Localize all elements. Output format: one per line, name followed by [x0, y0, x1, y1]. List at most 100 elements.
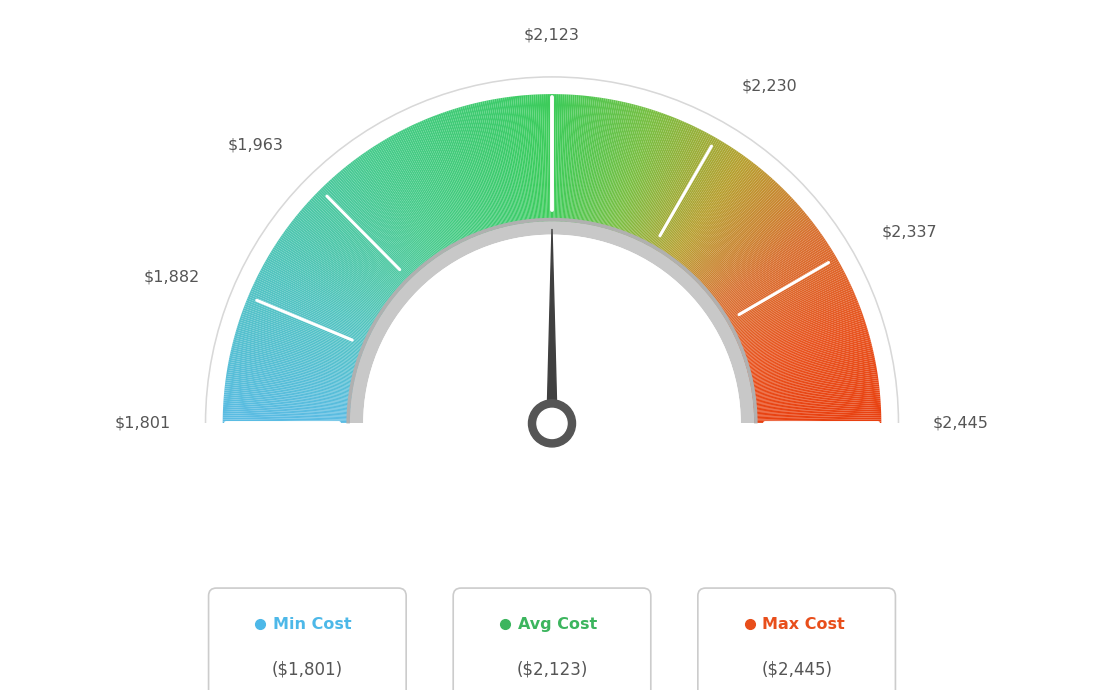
Wedge shape: [675, 162, 754, 265]
Wedge shape: [231, 348, 357, 378]
Wedge shape: [318, 190, 410, 282]
Wedge shape: [586, 99, 609, 226]
Wedge shape: [408, 126, 466, 243]
Wedge shape: [740, 308, 861, 354]
Wedge shape: [265, 259, 378, 324]
Wedge shape: [244, 304, 365, 352]
Wedge shape: [223, 405, 351, 413]
Wedge shape: [359, 156, 435, 261]
Wedge shape: [592, 101, 619, 227]
Wedge shape: [235, 331, 359, 368]
Wedge shape: [431, 117, 479, 237]
Wedge shape: [545, 94, 550, 223]
Wedge shape: [301, 209, 400, 293]
Wedge shape: [422, 120, 474, 239]
Wedge shape: [710, 220, 813, 300]
Wedge shape: [746, 339, 871, 373]
Wedge shape: [591, 100, 618, 227]
Wedge shape: [633, 122, 687, 240]
Wedge shape: [454, 108, 493, 232]
Wedge shape: [338, 172, 422, 271]
Wedge shape: [428, 117, 478, 237]
Wedge shape: [456, 108, 495, 231]
Wedge shape: [614, 110, 656, 233]
Wedge shape: [752, 388, 880, 403]
Wedge shape: [463, 106, 498, 230]
Wedge shape: [735, 290, 854, 344]
Wedge shape: [248, 295, 368, 346]
Wedge shape: [558, 95, 562, 223]
Wedge shape: [223, 415, 351, 420]
Wedge shape: [233, 342, 358, 375]
Wedge shape: [509, 97, 527, 224]
Wedge shape: [720, 244, 829, 315]
Wedge shape: [709, 217, 809, 298]
Wedge shape: [485, 101, 512, 227]
Wedge shape: [236, 330, 360, 367]
Wedge shape: [670, 157, 747, 262]
Wedge shape: [464, 106, 500, 230]
Wedge shape: [401, 130, 460, 245]
Wedge shape: [322, 186, 413, 279]
Wedge shape: [753, 417, 881, 421]
Wedge shape: [752, 401, 881, 411]
Wedge shape: [739, 300, 858, 350]
Wedge shape: [280, 235, 388, 310]
Wedge shape: [315, 193, 408, 284]
Wedge shape: [571, 95, 585, 224]
Wedge shape: [466, 105, 501, 230]
Wedge shape: [698, 197, 792, 286]
Wedge shape: [555, 94, 560, 223]
Wedge shape: [746, 344, 872, 376]
Wedge shape: [657, 143, 726, 253]
Wedge shape: [660, 146, 732, 255]
Wedge shape: [611, 108, 650, 232]
Wedge shape: [232, 346, 357, 377]
Wedge shape: [708, 215, 808, 297]
Wedge shape: [582, 98, 604, 225]
Wedge shape: [235, 333, 359, 370]
Wedge shape: [581, 97, 602, 225]
Wedge shape: [743, 319, 866, 362]
Wedge shape: [593, 101, 622, 227]
Wedge shape: [728, 263, 840, 326]
Wedge shape: [676, 164, 757, 266]
Wedge shape: [703, 207, 802, 293]
Wedge shape: [691, 186, 782, 279]
Wedge shape: [705, 212, 806, 295]
Wedge shape: [234, 337, 358, 373]
Wedge shape: [256, 277, 372, 335]
Wedge shape: [261, 268, 375, 330]
Wedge shape: [631, 121, 684, 239]
Wedge shape: [332, 177, 420, 274]
Wedge shape: [623, 115, 669, 236]
Wedge shape: [423, 119, 475, 239]
Wedge shape: [450, 110, 491, 233]
Wedge shape: [234, 335, 359, 371]
Wedge shape: [664, 150, 737, 257]
Wedge shape: [753, 405, 881, 413]
Wedge shape: [693, 189, 785, 282]
Wedge shape: [393, 134, 456, 248]
Wedge shape: [683, 174, 768, 272]
Wedge shape: [223, 409, 351, 416]
Wedge shape: [577, 97, 595, 224]
Wedge shape: [240, 317, 362, 360]
Wedge shape: [226, 374, 353, 395]
Wedge shape: [609, 108, 648, 231]
Wedge shape: [667, 153, 742, 259]
Wedge shape: [265, 261, 378, 326]
Wedge shape: [383, 140, 449, 251]
Wedge shape: [255, 279, 371, 337]
Wedge shape: [634, 123, 689, 241]
Wedge shape: [468, 104, 502, 229]
Wedge shape: [511, 97, 528, 224]
Wedge shape: [229, 357, 355, 384]
Wedge shape: [250, 290, 369, 344]
Wedge shape: [512, 96, 529, 224]
Wedge shape: [585, 99, 607, 226]
Wedge shape: [355, 158, 433, 262]
Wedge shape: [243, 308, 364, 354]
Wedge shape: [567, 95, 578, 224]
Wedge shape: [433, 116, 480, 236]
